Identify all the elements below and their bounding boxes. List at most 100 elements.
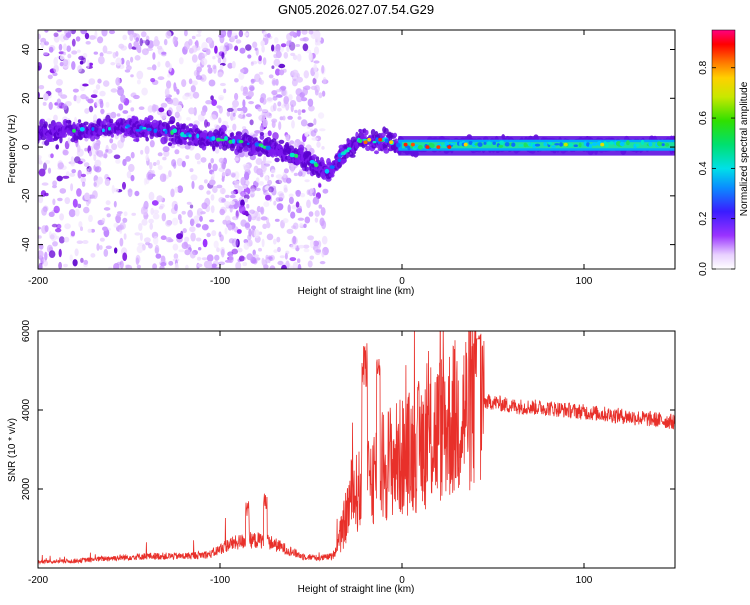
spectrogram-noise-blob [275, 50, 282, 59]
spectrogram-ridge-blob [220, 124, 227, 132]
spectrogram-noise-blob [271, 44, 275, 52]
spectrogram-core-blob [238, 139, 244, 144]
spectrogram-noise-blob [297, 217, 305, 221]
spectrogram-noise-blob [93, 142, 101, 151]
spectrogram-noise-blob [212, 56, 216, 60]
spectrogram-core-blob [477, 142, 483, 148]
spectrogram-frame [37, 29, 676, 270]
spectrogram-noise-blob [308, 211, 314, 217]
spectrogram-noise-blob [312, 240, 320, 247]
spectrogram-noise-blob [111, 184, 115, 194]
spectrogram-noise-blob [186, 201, 192, 205]
spectrogram-noise-blob [222, 171, 226, 177]
spectrogram-noise-blob [89, 35, 96, 40]
spectrogram-core-blob [372, 140, 377, 144]
spectrogram-noise-blob [133, 94, 140, 100]
spectrogram-y-label: Frequency (Hz) [7, 115, 18, 184]
spectrogram-noise-blob [269, 265, 276, 269]
spectrogram-noise-blob [254, 73, 261, 83]
spectrogram-noise-blob [234, 78, 239, 83]
colorbar-ticks: 0.0 0.2 0.4 0.6 0.8 [698, 60, 735, 276]
spectrogram-noise-blob [197, 30, 202, 34]
spectrogram-noise-blob [62, 59, 69, 67]
spectrogram-noise-blob [131, 212, 136, 216]
spectrogram-noise-blob [193, 215, 200, 225]
spectrogram-noise-blob [254, 130, 262, 134]
spectrogram-noise-blob [88, 62, 94, 66]
spectrogram-noise-blob [307, 98, 314, 107]
spectrogram-noise-blob [174, 186, 179, 193]
spectrogram-noise-blob [69, 254, 73, 262]
spectrogram-ridge-blob [109, 118, 114, 124]
spectrogram-noise-blob [260, 206, 265, 215]
spectrogram-noise-blob [53, 114, 58, 122]
spectrogram-noise-blob [285, 134, 290, 140]
spectrogram-noise-blob [38, 33, 41, 40]
spectrogram-noise-blob [208, 162, 212, 170]
spectrogram-noise-blob [94, 166, 102, 173]
spectrogram-noise-blob [101, 217, 106, 224]
spectrogram-core-blob [551, 145, 556, 148]
spectrogram-noise-blob [115, 214, 121, 224]
snr-y-tick-label: 6000 [21, 319, 32, 342]
spectrogram-noise-blob [135, 254, 141, 264]
snr-x-tick-label: -200 [28, 575, 48, 586]
spectrogram-noise-blob [197, 256, 201, 261]
spectrogram-noise-blob [291, 225, 296, 230]
spectrogram-noise-blob [206, 190, 211, 195]
spectrogram-noise-blob [70, 230, 76, 237]
spectrogram-noise-blob [306, 170, 311, 175]
spectrogram-noise-blob [221, 198, 227, 203]
spectrogram-core-blob [407, 146, 411, 151]
spectrogram-noise-blob [88, 214, 93, 223]
spectrogram-ridge-blob [169, 116, 176, 124]
spectrogram-noise-blob [130, 107, 135, 112]
spectrogram-noise-blob [277, 260, 284, 266]
spectrogram-noise-blob [320, 207, 326, 216]
spectrogram-noise-blob [266, 97, 274, 103]
spectrogram-noise-blob [120, 94, 126, 103]
spectrogram-noise-blob [289, 257, 297, 262]
spectrogram-noise-blob [262, 57, 267, 66]
spectrogram-noise-blob [273, 200, 277, 206]
spectrogram-core-blob [589, 143, 593, 149]
spectrogram-noise-blob [318, 204, 323, 209]
spectrogram-noise-blob [210, 194, 215, 201]
spectrogram-noise-blob [104, 178, 111, 186]
spectrogram-ridge-blob [383, 147, 390, 154]
spectrogram-noise-blob [276, 203, 284, 211]
spectrogram-noise-blob [48, 101, 53, 110]
spectrogram-noise-blob [152, 209, 160, 214]
spectrogram-core-blob [504, 142, 510, 147]
spectrogram-noise-blob [182, 228, 187, 234]
spectrogram-core-blob [492, 141, 497, 145]
spectrogram-noise-blob [158, 107, 165, 113]
spectrogram-noise-blob [196, 70, 200, 77]
spectrogram-noise-blob [139, 38, 143, 47]
spectrogram-noise-blob [316, 40, 321, 46]
spectrogram-noise-blob [149, 140, 155, 148]
spectrogram-noise-blob [163, 38, 168, 46]
spectrogram-noise-blob [279, 116, 284, 121]
spectrogram-noise-blob [233, 180, 240, 184]
spectrogram-noise-blob [312, 77, 317, 85]
spectrogram-noise-blob [277, 101, 282, 107]
spectrogram-noise-blob [44, 41, 49, 46]
spectrogram-core-blob [246, 142, 250, 145]
spectrogram-core-blob [72, 128, 76, 133]
spectrogram-core-blob [265, 145, 271, 151]
spectrogram-noise-blob [306, 49, 312, 54]
spectrogram-noise-blob [313, 63, 318, 73]
spectrogram-noise-blob [301, 30, 308, 35]
spectrogram-noise-blob [313, 46, 320, 55]
spectrogram-noise-blob [157, 76, 165, 81]
spectrogram-noise-blob [165, 60, 171, 68]
spectrogram-noise-blob [156, 159, 160, 166]
spectrogram-noise-blob [312, 196, 320, 205]
spectrogram-noise-blob [38, 157, 42, 164]
spectrogram-noise-blob [103, 248, 109, 257]
spectrogram-noise-blob [136, 79, 141, 85]
spectrogram-noise-blob [38, 235, 42, 239]
spectrogram-noise-blob [295, 189, 302, 197]
